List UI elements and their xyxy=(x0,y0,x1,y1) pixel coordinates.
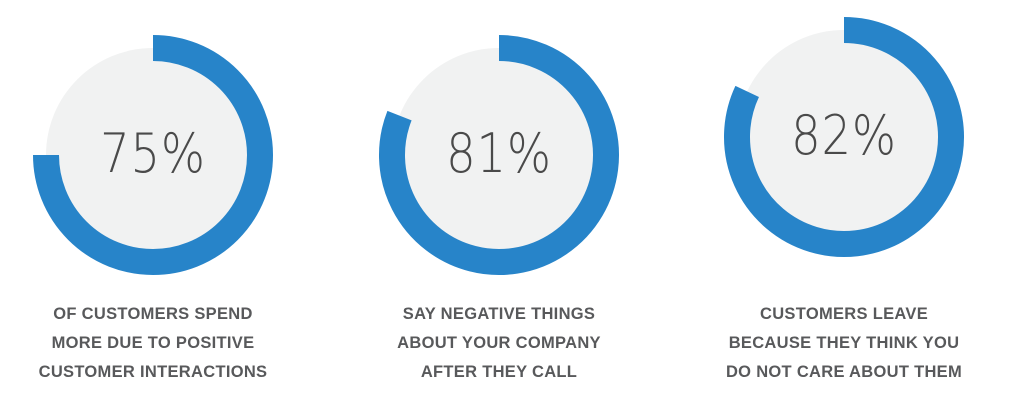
caption-1-line-1: OF CUSTOMERS SPEND xyxy=(53,305,253,323)
donut-track-3 xyxy=(737,30,951,244)
donut-chart-2 xyxy=(379,35,619,275)
percent-value-3: 82% xyxy=(791,104,897,167)
donut-arc-3 xyxy=(724,17,964,257)
donut-chart-1 xyxy=(33,35,273,275)
stat-card-2: 81% SAY NEGATIVE THINGS ABOUT YOUR COMPA… xyxy=(329,0,669,404)
donut-chart-3 xyxy=(724,17,964,257)
caption-1-line-3: CUSTOMER INTERACTIONS xyxy=(38,363,268,381)
percent-value-1: 75% xyxy=(100,122,206,185)
donut-track-2 xyxy=(392,48,606,262)
caption-2: SAY NEGATIVE THINGS ABOUT YOUR COMPANY A… xyxy=(329,300,669,387)
caption-3-line-2: BECAUSE THEY THINK YOU xyxy=(728,334,960,352)
caption-1-line-2: MORE DUE TO POSITIVE xyxy=(51,334,255,352)
caption-1: OF CUSTOMERS SPEND MORE DUE TO POSITIVE … xyxy=(0,300,323,387)
caption-3: CUSTOMERS LEAVE BECAUSE THEY THINK YOU D… xyxy=(674,300,1014,387)
stat-card-1: 75% OF CUSTOMERS SPEND MORE DUE TO POSIT… xyxy=(0,0,323,404)
donut-track-1 xyxy=(46,48,260,262)
caption-2-line-3: AFTER THEY CALL xyxy=(420,363,578,381)
caption-2-line-1: SAY NEGATIVE THINGS xyxy=(402,305,596,323)
caption-2-line-2: ABOUT YOUR COMPANY xyxy=(397,334,601,352)
donut-arc-1 xyxy=(33,35,273,275)
percent-value-2: 81% xyxy=(446,122,552,185)
caption-3-line-3: DO NOT CARE ABOUT THEM xyxy=(725,363,963,381)
stat-card-3: 82% CUSTOMERS LEAVE BECAUSE THEY THINK Y… xyxy=(674,0,1014,404)
caption-3-line-1: CUSTOMERS LEAVE xyxy=(760,305,928,323)
donut-arc-2 xyxy=(379,35,619,275)
